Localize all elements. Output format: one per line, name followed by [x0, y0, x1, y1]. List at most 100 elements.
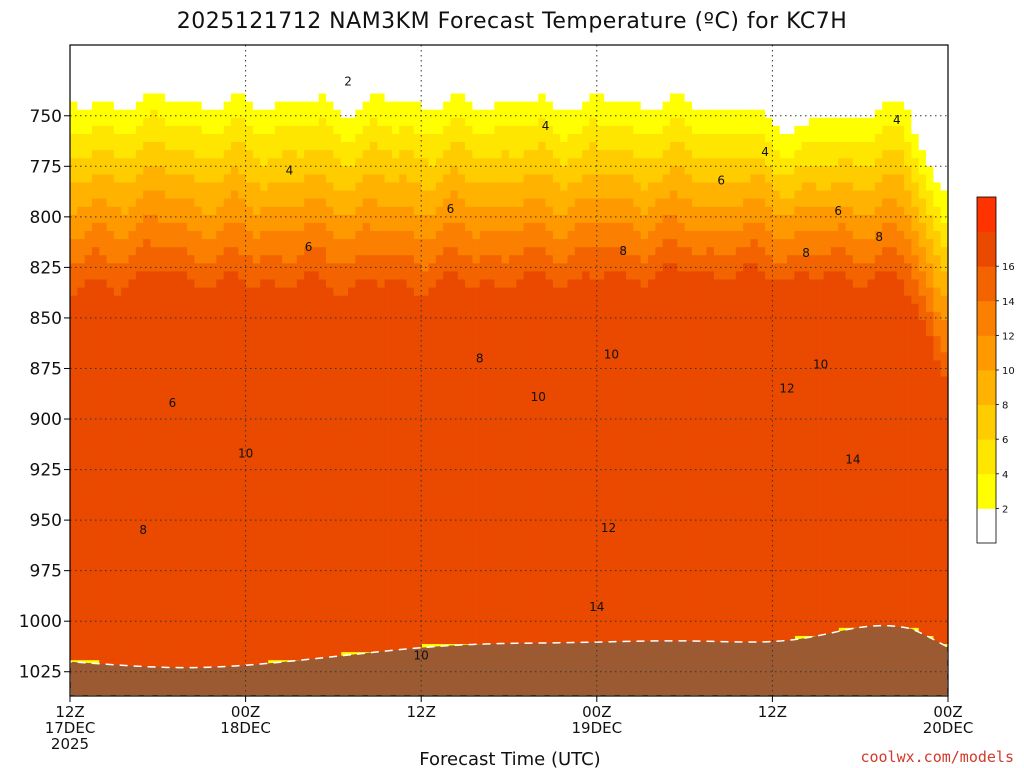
field-cell: [150, 627, 159, 636]
field-cell: [443, 465, 452, 475]
field-cell: [128, 61, 137, 70]
field-cell: [326, 449, 334, 459]
field-cell: [487, 231, 495, 240]
field-cell: [70, 182, 78, 192]
field-cell: [391, 505, 400, 515]
field-cell: [238, 214, 247, 224]
field-cell: [355, 150, 364, 159]
field-cell: [274, 101, 283, 111]
field-cell: [274, 457, 283, 467]
field-cell: [333, 408, 342, 418]
field-cell: [187, 182, 195, 192]
field-cell: [523, 635, 532, 645]
field-cell: [450, 603, 459, 612]
field-cell: [421, 538, 430, 547]
field-cell: [223, 530, 232, 539]
field-cell: [326, 441, 334, 450]
field-cell: [545, 611, 554, 620]
field-cell: [289, 198, 298, 208]
field-cell: [106, 441, 115, 450]
field-cell: [421, 586, 430, 596]
field-cell: [457, 61, 466, 70]
field-cell: [501, 352, 510, 361]
field-cell: [399, 319, 408, 329]
field-cell: [230, 45, 239, 54]
field-cell: [369, 279, 378, 289]
field-cell: [333, 69, 342, 78]
field-cell: [333, 635, 342, 645]
field-cell: [201, 489, 210, 499]
field-cell: [91, 497, 100, 507]
field-cell: [399, 586, 408, 596]
field-cell: [77, 514, 86, 523]
field-cell: [530, 125, 539, 135]
field-cell: [435, 562, 444, 572]
field-cell: [326, 206, 334, 216]
field-cell: [304, 271, 313, 281]
field-cell: [318, 392, 327, 402]
field-cell: [538, 247, 547, 256]
field-cell: [245, 651, 254, 661]
field-cell: [318, 497, 327, 507]
field-cell: [348, 85, 356, 95]
field-cell: [355, 247, 364, 256]
field-cell: [377, 457, 386, 467]
field-cell: [399, 643, 408, 653]
field-cell: [333, 473, 342, 483]
field-cell: [172, 578, 181, 588]
field-cell: [465, 336, 474, 345]
field-cell: [121, 61, 130, 70]
field-cell: [362, 376, 371, 386]
field-cell: [545, 109, 554, 119]
field-cell: [121, 109, 130, 119]
field-cell: [121, 77, 130, 87]
field-cell: [406, 190, 415, 200]
field-cell: [421, 433, 430, 442]
field-cell: [165, 158, 174, 167]
field-cell: [304, 222, 313, 232]
field-cell: [106, 562, 115, 572]
field-cell: [143, 222, 152, 232]
field-cell: [501, 635, 510, 645]
field-cell: [333, 352, 342, 361]
field-cell: [479, 530, 488, 539]
field-cell: [509, 449, 517, 459]
field-cell: [128, 603, 137, 612]
field-cell: [304, 384, 313, 394]
field-cell: [450, 279, 459, 289]
field-cell: [187, 222, 195, 232]
field-cell: [406, 142, 415, 151]
field-cell: [509, 457, 517, 467]
field-cell: [369, 433, 378, 442]
field-cell: [333, 287, 342, 297]
field-cell: [230, 174, 239, 184]
field-cell: [333, 336, 342, 345]
field-cell: [421, 578, 430, 588]
field-cell: [472, 166, 481, 175]
field-cell: [172, 166, 181, 175]
field-cell: [509, 368, 517, 378]
field-cell: [209, 255, 217, 264]
field-cell: [238, 109, 247, 119]
field-cell: [479, 182, 488, 192]
field-cell: [421, 239, 430, 248]
field-cell: [216, 231, 225, 240]
field-cell: [216, 441, 225, 450]
field-cell: [355, 400, 364, 410]
field-cell: [487, 594, 495, 604]
field-cell: [509, 117, 517, 127]
field-cell: [179, 481, 188, 491]
field-cell: [318, 133, 327, 143]
field-cell: [106, 150, 115, 159]
field-cell: [296, 627, 305, 636]
field-cell: [289, 125, 298, 135]
field-cell: [194, 328, 203, 337]
field-cell: [450, 546, 459, 556]
field-cell: [252, 287, 261, 297]
field-cell: [245, 198, 254, 208]
field-cell: [487, 206, 495, 216]
field-cell: [421, 190, 430, 200]
field-cell: [333, 603, 342, 612]
field-cell: [150, 481, 159, 491]
field-cell: [530, 457, 539, 467]
